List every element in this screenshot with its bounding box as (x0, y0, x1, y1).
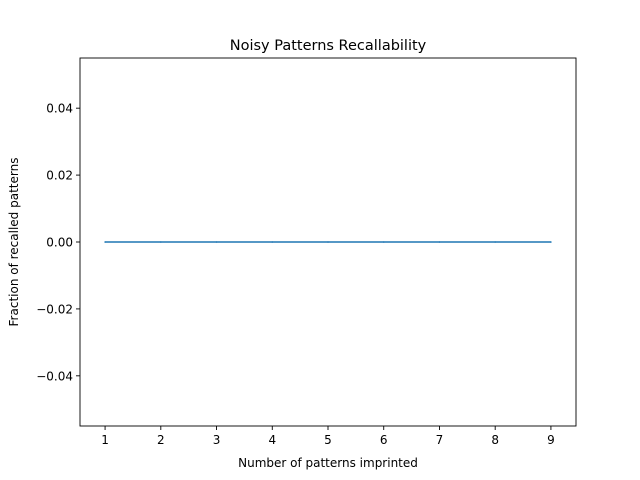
x-tick-label: 9 (547, 433, 555, 447)
data-point (327, 241, 329, 243)
data-point (160, 241, 162, 243)
x-tick-label: 3 (213, 433, 221, 447)
x-axis: 1 2 3 4 5 6 7 8 9 (101, 426, 555, 447)
y-tick-label: 0.02 (46, 169, 73, 183)
plot-frame (79, 57, 577, 427)
x-tick-label: 6 (380, 433, 388, 447)
x-tick-label: 7 (436, 433, 444, 447)
data-point (215, 241, 218, 243)
y-axis-label: Fraction of recalled patterns (7, 158, 21, 327)
x-tick-label: 1 (101, 433, 109, 447)
data-point (271, 241, 274, 243)
y-tick-label: 0.04 (46, 102, 73, 116)
x-axis-label: Number of patterns imprinted (238, 456, 418, 470)
data-point (104, 241, 106, 243)
data-layer (104, 241, 552, 243)
data-point (550, 241, 552, 243)
data-point (438, 241, 441, 243)
y-axis: −0.04 −0.02 0.00 0.02 0.04 (36, 102, 80, 383)
x-tick-label: 4 (268, 433, 276, 447)
y-tick-label: 0.00 (46, 236, 73, 250)
chart-title: Noisy Patterns Recallability (230, 38, 427, 54)
data-point (494, 241, 496, 243)
y-tick-label: −0.02 (36, 302, 73, 316)
x-tick-label: 8 (491, 433, 499, 447)
x-tick-label: 2 (157, 433, 165, 447)
x-tick-label: 5 (324, 433, 332, 447)
y-tick-label: −0.04 (36, 369, 73, 383)
data-point (382, 241, 385, 243)
